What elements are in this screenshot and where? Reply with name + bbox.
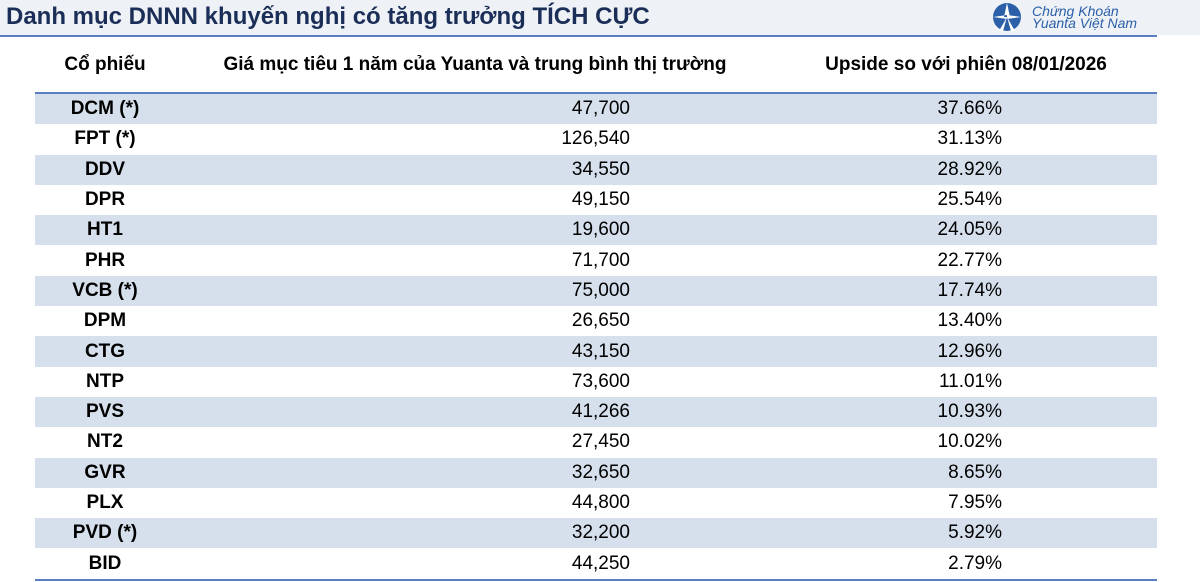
upside: 2.79% [775,548,1157,581]
yuanta-star-icon [993,3,1021,31]
stock-code: PLX [86,492,124,513]
table-row: NT2 27,450 10.02% [35,427,1157,457]
target-price: 126,540 [561,128,630,150]
upside: 10.02% [937,431,1002,453]
upside: 22.77% [937,249,1002,271]
page-title: Danh mục DNNN khuyến nghị có tăng trưởng… [6,3,650,30]
table-row: BID 44,250 2.79% [35,548,1157,581]
title-divider [0,35,1157,37]
upside: 13.40% [937,310,1002,332]
target-price: 32,650 [175,457,775,488]
upside: 25.54% [937,189,1002,211]
stock-code: DPM [83,310,127,332]
upside: 24.05% [775,215,1157,246]
stock-code: DDV [35,154,175,185]
stock-code: PVD (*) [35,518,175,549]
stock-code: NT2 [87,431,123,453]
target-price: 41,266 [175,396,775,428]
title-bar: Danh mục DNNN khuyến nghị có tăng trưởng… [0,0,1200,35]
stock-code: DCM (*) [35,93,175,125]
stock-code: FPT (*) [74,128,136,150]
table-row: HT1 19,600 24.05% [35,215,1157,246]
stock-code: VCB (*) [35,275,175,307]
target-price: 44,800 [571,492,630,513]
upside: 28.92% [775,154,1157,185]
target-price: 43,150 [175,336,775,367]
col-target-price: Giá mục tiêu 1 năm của Yuanta và trung b… [175,38,775,94]
table-row: DCM (*) 47,700 37.66% [35,93,1157,125]
target-price: 49,150 [571,189,630,211]
target-price: 71,700 [571,249,630,271]
table-row: FPT (*) 126,540 31.13% [35,124,1157,154]
stock-code: HT1 [35,215,175,246]
stock-code: GVR [35,457,175,488]
upside: 12.96% [775,336,1157,367]
table-row: PHR 71,700 22.77% [35,245,1157,275]
upside: 5.92% [775,518,1157,549]
col-stock: Cổ phiếu [35,38,175,94]
table-row: CTG 43,150 12.96% [35,336,1157,367]
stock-code: PVS [35,396,175,428]
stock-code: CTG [35,336,175,367]
table-row: DPM 26,650 13.40% [35,306,1157,336]
upside: 7.95% [948,492,1002,513]
stock-code: BID [35,548,175,581]
table-row: GVR 32,650 8.65% [35,457,1157,488]
stock-code: PHR [84,249,126,271]
target-price: 73,600 [571,370,630,392]
target-price: 34,550 [175,154,775,185]
upside: 17.74% [775,275,1157,307]
logo-line-1: Chứng Khoán [1032,3,1119,19]
stock-code: NTP [86,370,124,392]
target-price: 27,450 [571,431,630,453]
recommendation-table: Cổ phiếu Giá mục tiêu 1 năm của Yuanta v… [35,38,1157,581]
col-upside: Upside so với phiên 08/01/2026 [775,38,1157,94]
logo-line-2: Yuanta Việt Nam [1032,15,1138,31]
table-row: PLX 44,800 7.95% [35,488,1157,518]
table-row: DPR 49,150 25.54% [35,185,1157,215]
table-row: PVD (*) 32,200 5.92% [35,518,1157,549]
table-row: DDV 34,550 28.92% [35,154,1157,185]
table-row: NTP 73,600 11.01% [35,367,1157,397]
target-price: 19,600 [175,215,775,246]
target-price: 47,700 [175,93,775,125]
upside: 31.13% [937,128,1002,150]
target-price: 44,250 [175,548,775,581]
yuanta-logo: Chứng Khoán Yuanta Việt Nam [990,2,1137,32]
target-price: 32,200 [175,518,775,549]
target-price: 75,000 [175,275,775,307]
upside: 11.01% [938,370,1002,392]
stock-code: DPR [84,189,126,211]
table-row: VCB (*) 75,000 17.74% [35,275,1157,307]
upside: 8.65% [775,457,1157,488]
target-price: 26,650 [571,310,630,332]
upside: 10.93% [775,396,1157,428]
upside: 37.66% [775,93,1157,125]
table-header: Cổ phiếu Giá mục tiêu 1 năm của Yuanta v… [35,38,1157,94]
table-row: PVS 41,266 10.93% [35,396,1157,428]
